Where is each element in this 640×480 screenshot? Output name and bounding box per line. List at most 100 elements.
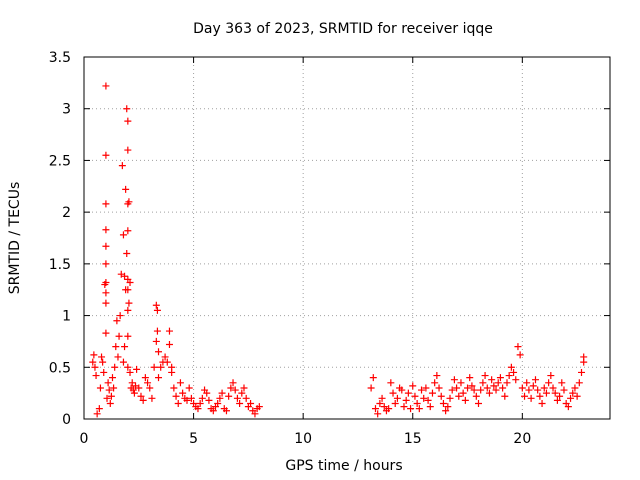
data-point bbox=[137, 392, 145, 400]
data-point bbox=[407, 405, 415, 413]
data-point bbox=[153, 306, 161, 314]
data-point bbox=[512, 376, 520, 384]
data-point bbox=[102, 260, 110, 268]
data-point bbox=[428, 389, 436, 397]
data-point bbox=[90, 351, 98, 359]
data-point bbox=[472, 392, 480, 400]
data-point bbox=[102, 242, 110, 250]
data-point bbox=[183, 396, 191, 404]
data-point bbox=[494, 379, 502, 387]
data-point bbox=[240, 384, 248, 392]
data-point bbox=[540, 384, 548, 392]
data-point bbox=[569, 389, 577, 397]
data-point bbox=[470, 386, 478, 394]
data-point bbox=[104, 379, 112, 387]
data-point bbox=[444, 403, 452, 411]
data-point bbox=[238, 389, 246, 397]
data-point bbox=[475, 399, 482, 407]
data-point bbox=[242, 394, 250, 402]
y-tick-label: 3 bbox=[62, 102, 71, 118]
data-point bbox=[165, 327, 173, 335]
data-point bbox=[393, 394, 401, 402]
data-point bbox=[459, 389, 467, 397]
data-point bbox=[575, 379, 583, 387]
data-point bbox=[231, 386, 239, 394]
data-point bbox=[468, 382, 476, 390]
data-point bbox=[525, 386, 533, 394]
data-point bbox=[112, 343, 120, 351]
data-point bbox=[187, 394, 195, 402]
data-point bbox=[161, 353, 169, 361]
data-point bbox=[126, 278, 134, 286]
data-point bbox=[124, 286, 132, 294]
data-point bbox=[121, 343, 129, 351]
data-point bbox=[450, 376, 458, 384]
data-point bbox=[464, 384, 472, 392]
data-point bbox=[114, 353, 122, 361]
data-point bbox=[499, 384, 507, 392]
data-point bbox=[124, 306, 132, 314]
data-point bbox=[118, 162, 126, 170]
data-point bbox=[92, 372, 100, 380]
data-point bbox=[96, 384, 104, 392]
data-point bbox=[110, 384, 118, 392]
data-point bbox=[174, 399, 182, 407]
data-point bbox=[100, 368, 108, 376]
y-tick-label: 0.5 bbox=[49, 360, 71, 376]
data-point bbox=[105, 386, 113, 394]
data-point bbox=[133, 365, 141, 373]
data-point bbox=[194, 405, 202, 413]
data-point bbox=[391, 399, 399, 407]
data-point bbox=[155, 348, 163, 356]
data-point bbox=[551, 389, 559, 397]
data-point bbox=[205, 396, 213, 404]
data-point bbox=[229, 379, 237, 387]
data-point bbox=[236, 399, 244, 407]
data-point bbox=[558, 379, 566, 387]
data-point bbox=[439, 399, 447, 407]
data-point bbox=[523, 379, 531, 387]
data-point bbox=[135, 384, 143, 392]
data-points bbox=[89, 82, 588, 418]
data-point bbox=[116, 312, 124, 320]
data-point bbox=[505, 372, 513, 380]
data-point bbox=[125, 299, 133, 307]
data-point bbox=[185, 384, 193, 392]
data-point bbox=[369, 374, 377, 382]
data-point bbox=[531, 376, 539, 384]
data-point bbox=[89, 358, 97, 366]
data-point bbox=[122, 185, 130, 193]
data-point bbox=[422, 384, 430, 392]
data-point bbox=[426, 403, 434, 411]
data-point bbox=[170, 384, 178, 392]
data-point bbox=[179, 389, 187, 397]
data-point bbox=[115, 332, 123, 340]
plot-frame bbox=[83, 56, 611, 420]
data-point bbox=[247, 399, 255, 407]
data-point bbox=[527, 394, 535, 402]
data-point bbox=[124, 363, 132, 371]
data-point bbox=[152, 337, 160, 345]
data-point bbox=[400, 403, 408, 411]
data-point bbox=[148, 394, 156, 402]
data-point bbox=[538, 399, 546, 407]
data-point bbox=[466, 374, 474, 382]
data-point bbox=[549, 384, 557, 392]
data-point bbox=[564, 403, 572, 411]
data-point bbox=[165, 341, 173, 349]
data-point bbox=[485, 389, 493, 397]
axis-tick-labels: 0 5 10 15 20 0 0.5 1 1.5 2 2.5 3 3.5 bbox=[49, 50, 532, 447]
data-point bbox=[488, 376, 496, 384]
data-point bbox=[367, 384, 375, 392]
data-point bbox=[251, 410, 259, 418]
data-point bbox=[556, 392, 564, 400]
data-point bbox=[455, 392, 463, 400]
data-point bbox=[172, 392, 180, 400]
y-tick-label: 2.5 bbox=[49, 153, 71, 169]
data-point bbox=[255, 403, 263, 411]
data-point bbox=[507, 363, 515, 371]
data-point bbox=[146, 384, 154, 392]
data-point bbox=[102, 82, 110, 90]
data-point bbox=[227, 384, 235, 392]
data-point bbox=[374, 410, 382, 418]
